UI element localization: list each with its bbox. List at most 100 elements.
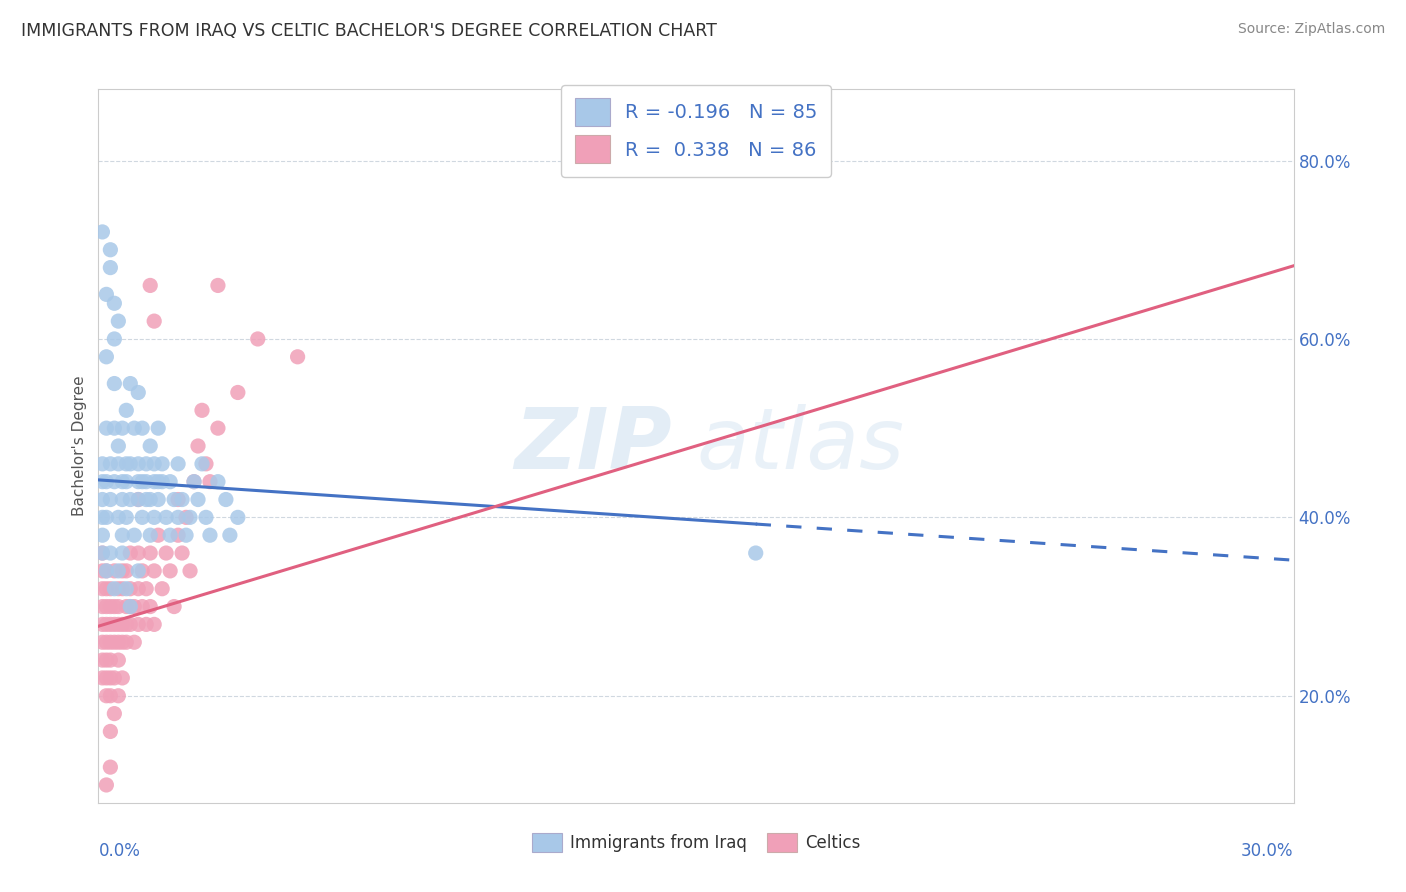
Point [120, 582, 142, 596]
Point [103, 296, 125, 310]
Point [127, 385, 149, 400]
Point [127, 546, 149, 560]
Point [127, 457, 149, 471]
Point [103, 376, 125, 391]
Point [107, 457, 129, 471]
Point [91, 635, 114, 649]
Point [159, 564, 181, 578]
Point [98, 689, 122, 703]
Point [107, 314, 129, 328]
Point [745, 546, 768, 560]
Point [195, 457, 218, 471]
Point [139, 492, 162, 507]
Point [111, 564, 134, 578]
Point [215, 492, 238, 507]
Point [111, 492, 134, 507]
Point [127, 492, 149, 507]
Point [183, 475, 205, 489]
Point [159, 528, 181, 542]
Point [207, 278, 229, 293]
Point [98, 760, 122, 774]
Point [111, 617, 134, 632]
Point [120, 376, 142, 391]
Point [98, 635, 122, 649]
Point [135, 475, 157, 489]
Point [115, 403, 138, 417]
Point [91, 671, 114, 685]
Point [198, 475, 221, 489]
Point [96, 582, 118, 596]
Point [96, 350, 118, 364]
Point [150, 457, 173, 471]
Point [96, 689, 118, 703]
Point [115, 599, 138, 614]
Point [107, 599, 129, 614]
Point [135, 582, 157, 596]
Point [96, 635, 118, 649]
Point [107, 653, 129, 667]
Point [103, 635, 125, 649]
Point [91, 475, 114, 489]
Point [167, 528, 190, 542]
Point [139, 528, 162, 542]
Point [226, 385, 249, 400]
Point [131, 564, 153, 578]
Point [107, 439, 129, 453]
Point [98, 671, 122, 685]
Point [111, 546, 134, 560]
Point [91, 225, 114, 239]
Point [131, 475, 153, 489]
Point [139, 439, 162, 453]
Point [120, 546, 142, 560]
Point [98, 457, 122, 471]
Legend: Immigrants from Iraq, Celtics: Immigrants from Iraq, Celtics [524, 826, 868, 859]
Point [120, 617, 142, 632]
Point [163, 599, 186, 614]
Point [96, 564, 118, 578]
Point [96, 599, 118, 614]
Point [167, 492, 190, 507]
Point [107, 617, 129, 632]
Point [167, 510, 190, 524]
Point [143, 475, 166, 489]
Point [91, 599, 114, 614]
Point [174, 528, 197, 542]
Point [143, 617, 166, 632]
Point [96, 671, 118, 685]
Point [191, 457, 214, 471]
Point [96, 510, 118, 524]
Point [120, 599, 142, 614]
Point [103, 421, 125, 435]
Point [148, 528, 170, 542]
Point [115, 582, 138, 596]
Point [198, 528, 221, 542]
Point [98, 546, 122, 560]
Point [131, 510, 153, 524]
Point [98, 653, 122, 667]
Point [111, 582, 134, 596]
Point [172, 492, 194, 507]
Point [148, 475, 170, 489]
Point [115, 475, 138, 489]
Point [127, 492, 149, 507]
Point [131, 421, 153, 435]
Point [183, 475, 205, 489]
Point [111, 475, 134, 489]
Point [187, 439, 209, 453]
Point [98, 724, 122, 739]
Point [143, 314, 166, 328]
Point [103, 599, 125, 614]
Point [107, 689, 129, 703]
Point [159, 475, 181, 489]
Point [143, 510, 166, 524]
Point [91, 546, 114, 560]
Point [135, 617, 157, 632]
Point [143, 457, 166, 471]
Point [96, 421, 118, 435]
Point [96, 617, 118, 632]
Point [287, 350, 309, 364]
Point [91, 582, 114, 596]
Point [139, 278, 162, 293]
Text: 30.0%: 30.0% [1241, 842, 1294, 860]
Point [98, 492, 122, 507]
